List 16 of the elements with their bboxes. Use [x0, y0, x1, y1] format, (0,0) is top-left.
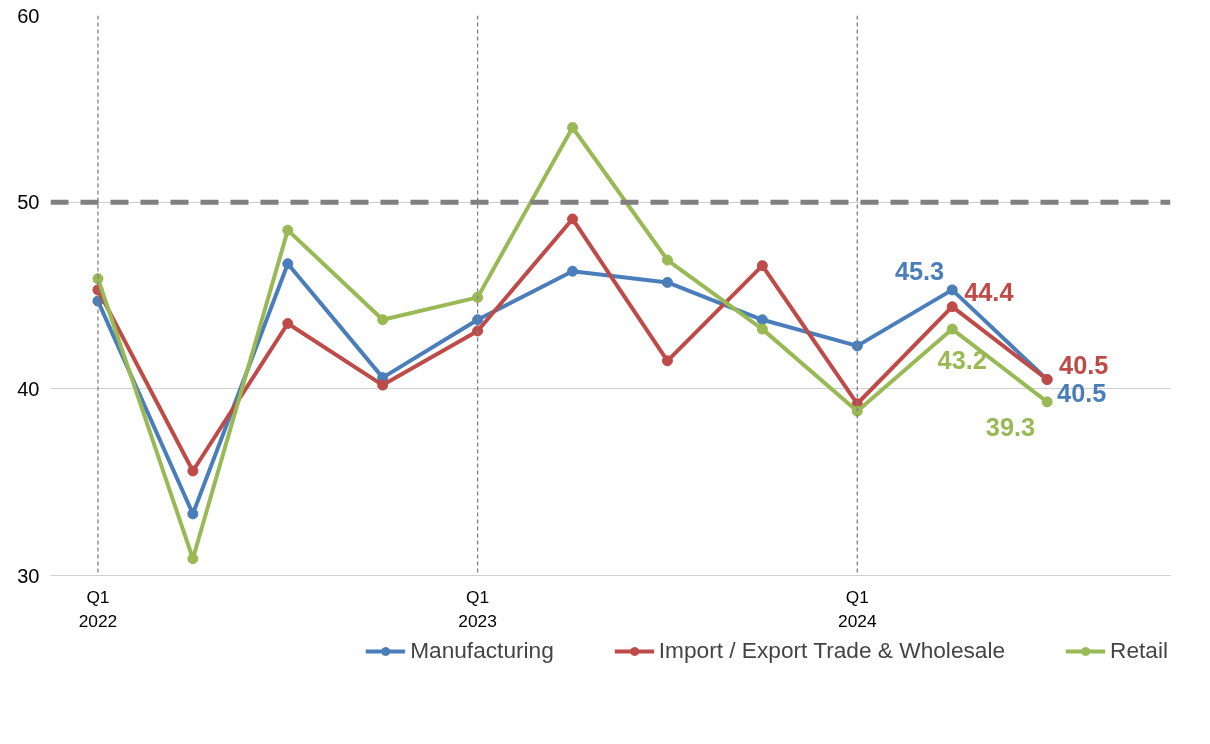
x-tick-label: Q1 2024	[838, 586, 877, 631]
legend-label: Retail	[1110, 637, 1168, 664]
y-tick-label: 30	[17, 564, 40, 587]
x-tick-label: Q1 2023	[458, 586, 497, 631]
data-label: 39.3	[985, 412, 1036, 441]
y-tick-label: 60	[17, 4, 40, 27]
legend-label: Manufacturing	[410, 637, 554, 664]
data-label: 45.3	[894, 256, 945, 285]
legend-label: Import / Export Trade & Wholesale	[658, 637, 1006, 664]
data-label: 44.4	[964, 277, 1014, 306]
data-label: 43.2	[937, 346, 987, 375]
y-tick-label: 40	[17, 377, 40, 400]
data-label: 40.5	[1059, 350, 1109, 379]
y-tick-label: 50	[17, 191, 40, 214]
data-label: 40.5	[1057, 378, 1107, 407]
x-tick-label: Q1 2022	[78, 586, 118, 631]
